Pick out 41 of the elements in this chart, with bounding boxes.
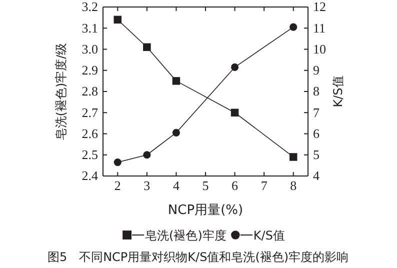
x-tick-label: 2: [114, 178, 121, 194]
y2-tick-label: 9: [313, 62, 320, 78]
y-axis-title: 皂洗(褪色)牢度/级: [54, 42, 68, 140]
y2-tick-label: 12: [313, 0, 326, 14]
y-tick-label: 2.7: [82, 104, 98, 120]
caption: 图5 不同NCP用量对织物K/S值和皂洗(褪色)牢度的影响: [47, 250, 349, 264]
legend-label: 皂洗(褪色)牢度: [145, 228, 226, 242]
y2-tick-label: 5: [313, 147, 320, 162]
point: [172, 128, 180, 136]
y-tick-label: 2.4: [82, 168, 98, 184]
point: [289, 153, 298, 161]
y2-tick-label: 6: [313, 126, 320, 141]
point: [172, 77, 180, 85]
point: [114, 16, 122, 24]
y2-tick-label: 7: [313, 104, 320, 120]
x-tick-label: 6: [232, 178, 239, 194]
point: [143, 151, 151, 159]
y-tick-label: 3.2: [82, 0, 98, 14]
x-tick-label: 3: [144, 178, 150, 194]
y-tick-label: 3.1: [82, 20, 98, 36]
x-tick-label: 7: [260, 178, 268, 194]
x-tick-label: 4: [172, 178, 180, 194]
y2-tick-label: 11: [313, 20, 326, 36]
y2-axis-title: K/S值: [331, 76, 345, 108]
y-tick-label: 2.6: [82, 126, 98, 141]
y-tick-label: 2.9: [82, 62, 98, 78]
point: [290, 23, 298, 31]
point: [114, 158, 122, 166]
y-tick-label: 2.8: [82, 84, 98, 99]
y2-tick-label: 8: [313, 84, 320, 99]
y2-tick-label: 4: [313, 168, 320, 184]
point: [230, 108, 239, 116]
legend-label: K/S值: [253, 228, 285, 242]
y-tick-label: 3.0: [82, 41, 98, 56]
point: [231, 63, 239, 71]
y2-tick-label: 10: [313, 41, 326, 56]
y-tick-label: 2.5: [82, 147, 98, 162]
x-tick-label: 8: [290, 178, 297, 194]
x-axis-title: NCP用量(%): [168, 203, 244, 218]
x-tick-label: 5: [202, 178, 209, 194]
point: [143, 43, 151, 52]
